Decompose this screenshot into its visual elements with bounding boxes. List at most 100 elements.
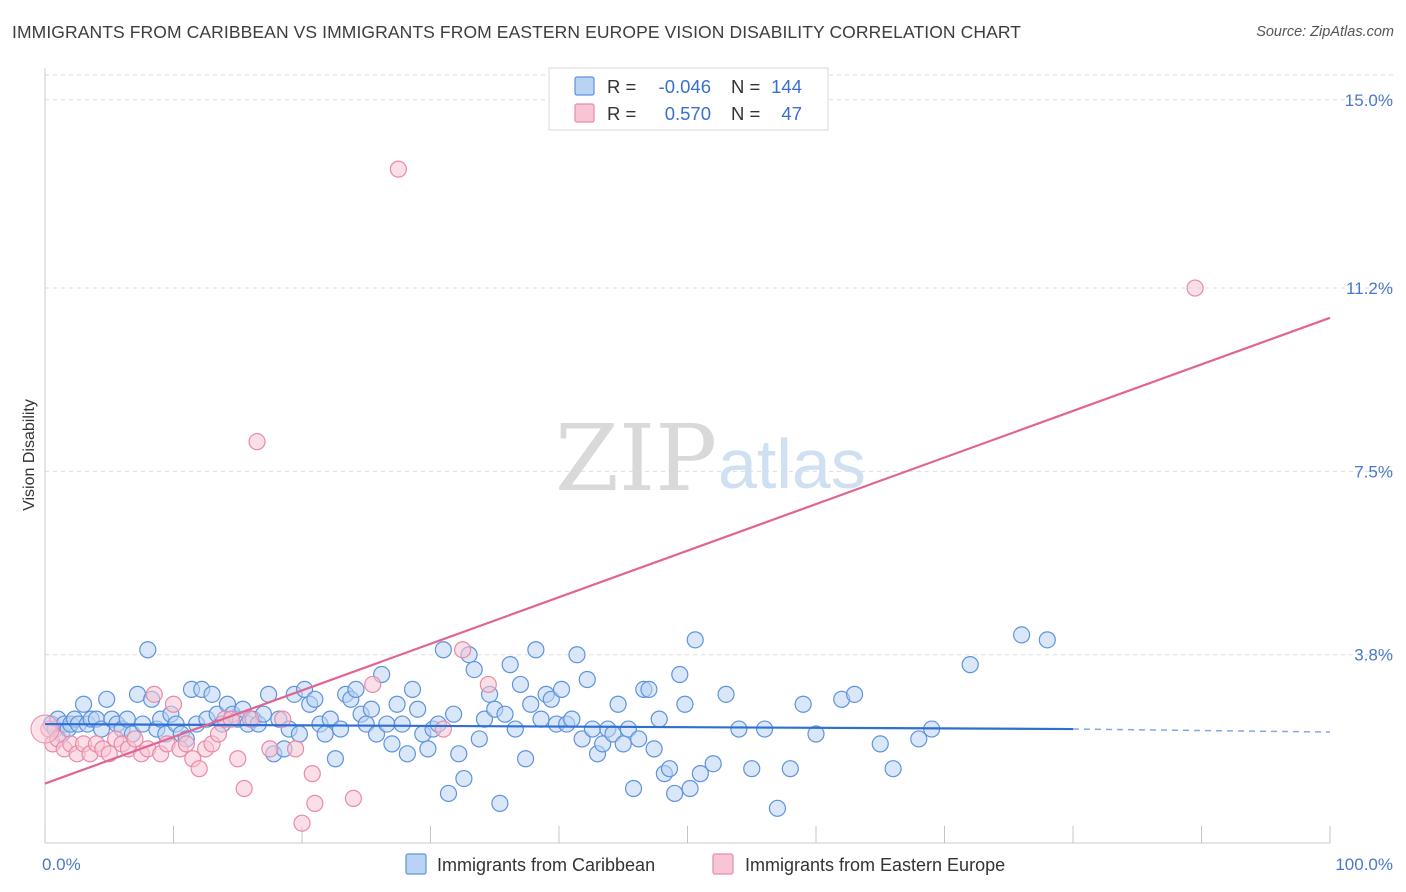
- eastern-europe-point: [242, 710, 260, 728]
- caribbean-point: [552, 680, 571, 699]
- eastern-europe-trend-line: [44, 316, 1331, 785]
- caribbean-point: [630, 730, 648, 748]
- caribbean-point: [491, 794, 509, 812]
- caribbean-point: [578, 670, 596, 689]
- eastern-europe-point: [126, 730, 144, 748]
- eastern-europe-point: [190, 760, 208, 778]
- legend-n-label: N =: [731, 103, 760, 124]
- legend-n-value: 144: [771, 76, 802, 97]
- caribbean-point: [781, 760, 799, 778]
- caribbean-point: [686, 631, 704, 649]
- stats-legend: R = -0.046 N = 144 R = 0.570 N = 47: [548, 67, 829, 131]
- eastern-europe-point: [364, 675, 382, 694]
- series-legend-label-caribbean: Immigrants from Caribbean: [437, 855, 655, 875]
- caribbean-point: [730, 720, 748, 738]
- caribbean-point: [640, 680, 658, 699]
- x-tick-label: 100.0%: [1335, 855, 1393, 874]
- caribbean-point: [506, 720, 524, 738]
- caribbean-point: [1038, 631, 1056, 649]
- trend-lines: [44, 316, 1331, 785]
- caribbean-point: [624, 779, 643, 798]
- y-tick-label: 3.8%: [1354, 646, 1393, 665]
- eastern-europe-point: [306, 794, 324, 812]
- eastern-europe-point: [177, 735, 195, 753]
- x-tick-label: 0.0%: [42, 855, 81, 874]
- caribbean-point: [321, 710, 339, 728]
- legend-swatch-eastern-europe: [574, 103, 595, 123]
- legend-r-label: R =: [607, 103, 636, 124]
- caribbean-point: [403, 680, 422, 699]
- eastern-europe-point: [1186, 279, 1204, 297]
- eastern-europe-point: [261, 740, 279, 758]
- eastern-europe-point: [454, 641, 472, 659]
- caribbean-point: [768, 799, 787, 817]
- caribbean-point: [527, 641, 545, 659]
- caribbean-point: [331, 720, 350, 738]
- caribbean-point: [563, 710, 581, 728]
- eastern-europe-point: [164, 695, 183, 713]
- caribbean-point: [845, 685, 864, 703]
- series-legend-swatch-caribbean: [405, 853, 427, 875]
- caribbean-point: [910, 730, 928, 748]
- eastern-europe-point: [229, 750, 247, 768]
- caribbean-point: [650, 710, 668, 728]
- caribbean-point: [445, 705, 463, 723]
- legend-r-value: -0.046: [659, 76, 711, 97]
- eastern-europe-point: [389, 160, 407, 178]
- caribbean-point: [496, 705, 514, 723]
- caribbean-point: [362, 700, 380, 718]
- caribbean-point: [434, 641, 452, 659]
- eastern-europe-point: [274, 710, 292, 728]
- watermark-atlas: atlas: [718, 425, 866, 503]
- eastern-europe-point: [293, 814, 311, 832]
- caribbean-point: [316, 725, 334, 743]
- eastern-europe-point: [235, 779, 253, 798]
- caribbean-point: [743, 760, 761, 778]
- chart-title: IMMIGRANTS FROM CARIBBEAN VS IMMIGRANTS …: [12, 22, 1022, 42]
- data-points: [30, 160, 1204, 832]
- caribbean-point: [383, 735, 401, 753]
- caribbean-point: [378, 715, 396, 733]
- series-legend-swatch-eastern-europe: [712, 853, 734, 875]
- legend-swatch-caribbean: [574, 76, 595, 96]
- caribbean-point: [455, 769, 473, 788]
- grid-lines: [45, 74, 1393, 656]
- caribbean-point: [532, 710, 550, 728]
- eastern-europe-point: [479, 675, 497, 694]
- chart-source: Source: ZipAtlas.com: [1256, 24, 1394, 40]
- caribbean-point: [807, 725, 825, 743]
- caribbean-point: [409, 700, 427, 718]
- eastern-europe-point: [434, 720, 452, 738]
- series-legend-label-eastern-europe: Immigrants from Eastern Europe: [745, 855, 1005, 875]
- caribbean-point: [388, 695, 406, 713]
- legend-n-label: N =: [731, 76, 760, 97]
- caribbean-point: [619, 720, 637, 738]
- y-tick-label: 15.0%: [1345, 91, 1393, 110]
- caribbean-point: [347, 680, 365, 699]
- caribbean-point: [326, 750, 345, 768]
- caribbean-point: [704, 755, 722, 773]
- legend-r-value: 0.570: [665, 103, 711, 124]
- caribbean-point: [1012, 626, 1031, 644]
- y-axis-title: Vision Disability: [21, 399, 38, 511]
- tick-labels: 3.8% 7.5% 11.2% 15.0% 0.0% 100.0%: [42, 91, 1393, 874]
- y-tick-label: 7.5%: [1354, 462, 1393, 481]
- caribbean-point: [465, 660, 483, 679]
- eastern-europe-point: [344, 789, 362, 808]
- caribbean-point: [681, 779, 699, 798]
- legend-n-value: 47: [781, 103, 802, 124]
- caribbean-point: [794, 695, 812, 713]
- watermark: ZIP atlas: [555, 405, 866, 512]
- caribbean-point: [666, 784, 684, 803]
- caribbean-point: [439, 784, 458, 803]
- caribbean-point: [573, 730, 591, 748]
- legend-r-label: R =: [607, 76, 636, 97]
- stats-legend-box: [548, 67, 829, 131]
- caribbean-point: [568, 646, 586, 664]
- caribbean-point: [609, 695, 627, 713]
- caribbean-trend-line: [44, 722, 1074, 731]
- caribbean-point: [583, 720, 602, 738]
- eastern-europe-point: [286, 740, 305, 758]
- eastern-europe-point: [145, 685, 163, 703]
